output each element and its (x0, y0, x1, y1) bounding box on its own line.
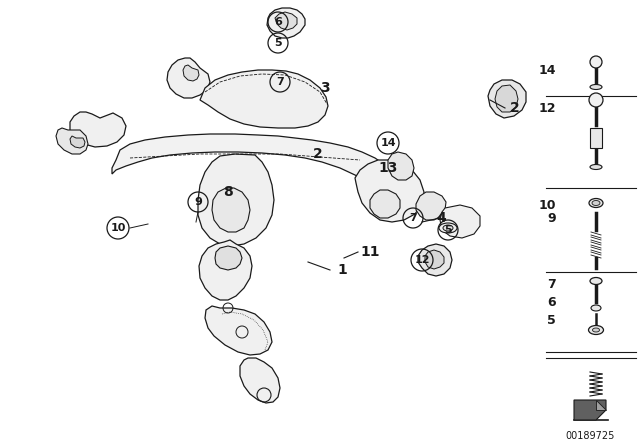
Bar (590, 128, 602, 148)
Polygon shape (112, 134, 390, 185)
Text: 5: 5 (444, 225, 452, 235)
Polygon shape (495, 85, 518, 112)
Polygon shape (199, 240, 252, 300)
Polygon shape (215, 246, 242, 270)
Text: 5: 5 (274, 38, 282, 48)
Polygon shape (267, 8, 305, 38)
Text: 2: 2 (313, 147, 323, 161)
Text: 6: 6 (547, 296, 556, 309)
Polygon shape (56, 128, 88, 154)
Text: 12: 12 (538, 102, 556, 115)
Text: 3: 3 (320, 81, 330, 95)
Text: 14: 14 (538, 64, 556, 77)
Polygon shape (418, 244, 452, 276)
Polygon shape (388, 182, 422, 206)
Polygon shape (370, 190, 400, 218)
Text: 6: 6 (274, 17, 282, 27)
Polygon shape (183, 65, 199, 81)
Text: 1: 1 (337, 263, 347, 277)
Text: 7: 7 (547, 277, 556, 290)
Text: 11: 11 (360, 245, 380, 259)
Polygon shape (355, 160, 424, 222)
Ellipse shape (589, 198, 603, 207)
Polygon shape (488, 80, 526, 118)
Text: 5: 5 (547, 314, 556, 327)
Ellipse shape (590, 85, 602, 90)
Polygon shape (388, 152, 414, 180)
Text: 8: 8 (223, 185, 233, 199)
Ellipse shape (589, 326, 604, 335)
Text: 4: 4 (436, 211, 446, 225)
Text: 13: 13 (378, 161, 397, 175)
Text: 7: 7 (276, 77, 284, 87)
Polygon shape (574, 400, 606, 420)
Ellipse shape (439, 223, 457, 233)
Text: 00189725: 00189725 (565, 431, 614, 441)
Ellipse shape (593, 328, 600, 332)
Polygon shape (70, 112, 126, 147)
Polygon shape (167, 58, 210, 98)
Ellipse shape (591, 305, 601, 311)
Polygon shape (416, 192, 446, 220)
Polygon shape (425, 250, 444, 269)
Polygon shape (70, 136, 85, 148)
Text: 14: 14 (380, 138, 396, 148)
Polygon shape (275, 12, 297, 30)
Ellipse shape (592, 201, 600, 206)
Polygon shape (198, 154, 274, 246)
Polygon shape (205, 306, 272, 355)
Polygon shape (200, 70, 328, 128)
Text: 12: 12 (414, 255, 429, 265)
Polygon shape (596, 400, 606, 410)
Text: 10: 10 (538, 198, 556, 211)
Text: 10: 10 (110, 223, 125, 233)
Ellipse shape (443, 225, 453, 231)
Circle shape (590, 56, 602, 68)
Polygon shape (440, 205, 480, 238)
Text: 2: 2 (510, 101, 520, 115)
Polygon shape (240, 358, 280, 403)
Ellipse shape (590, 277, 602, 284)
Polygon shape (212, 188, 250, 232)
Text: 9: 9 (547, 211, 556, 224)
Text: 9: 9 (194, 197, 202, 207)
Circle shape (589, 93, 603, 107)
Text: 7: 7 (409, 213, 417, 223)
Ellipse shape (590, 164, 602, 169)
